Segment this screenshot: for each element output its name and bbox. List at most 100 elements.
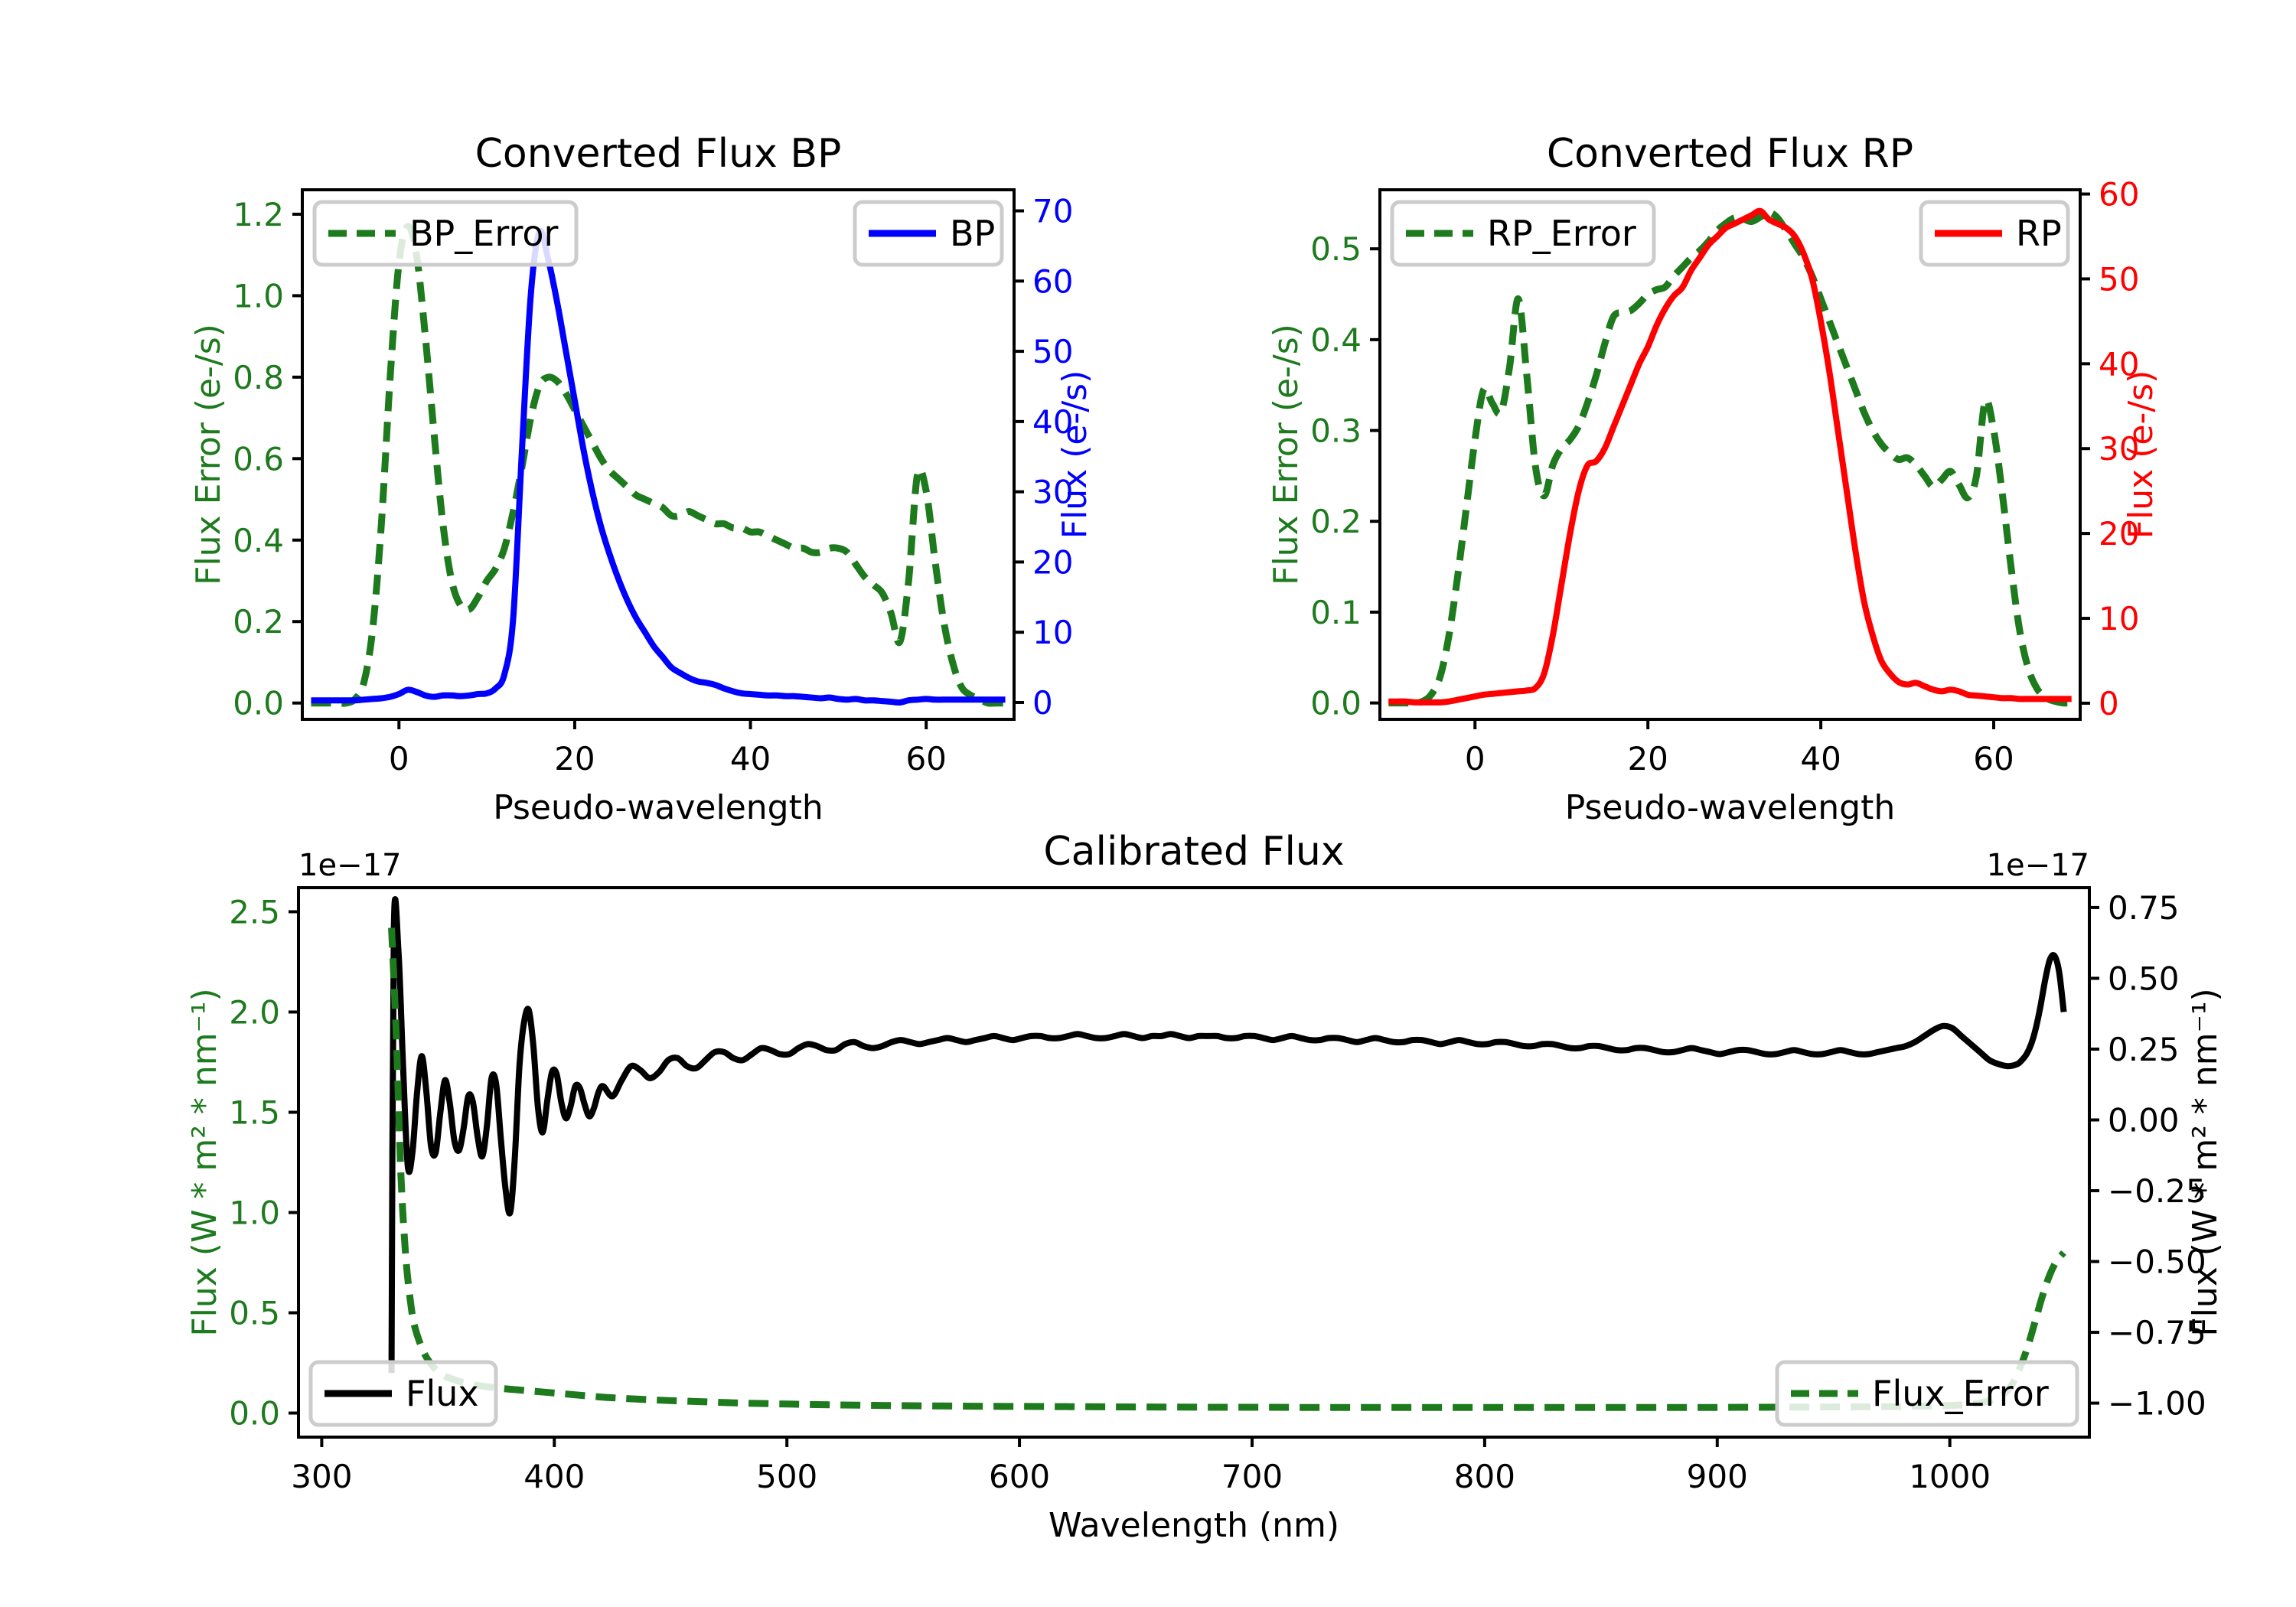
y-tick-label-right: 50: [2099, 260, 2139, 298]
series-Flux: [388, 896, 2067, 1374]
x-tick-label: 800: [1454, 1458, 1515, 1495]
y-tick-label-right: 0.25: [2108, 1031, 2180, 1068]
legend-RP[interactable]: RP: [1919, 200, 2070, 267]
legend-label: Flux_Error: [1872, 1373, 2049, 1414]
axes-calibrated-flux: 300 400 500 600 700 800 900 1000 0.0 0.5 1.0 1.5 2.0…: [185, 829, 2225, 1545]
x-tick-label: 0: [389, 740, 409, 777]
plot-frame: [301, 188, 1016, 721]
legend-label: RP_Error: [1487, 213, 1636, 254]
y-tick-label-left: 1.0: [233, 277, 284, 315]
y-axis-label-left: Flux (W * m² * nm⁻¹): [185, 988, 224, 1336]
x-tick-label: 1000: [1909, 1458, 1991, 1495]
chart-title: Converted Flux BP: [475, 131, 842, 177]
y-tick-label-right: 70: [1032, 193, 1073, 230]
y-tick-label-left: 0.1: [1310, 594, 1362, 631]
x-tick-label: 40: [1800, 740, 1841, 777]
y-tick-label-left: 1.5: [229, 1094, 280, 1131]
y-tick-label-left: 2.5: [229, 893, 280, 931]
legend-box: [312, 200, 579, 267]
legend-Flux[interactable]: Flux: [308, 1360, 498, 1427]
plot-frame: [1378, 188, 2082, 721]
y-tick-label-left: 0.0: [1310, 685, 1362, 722]
y-tick-label-right: −1.00: [2108, 1385, 2206, 1423]
series-RP: [1388, 207, 2072, 706]
y-tick-label-right: 10: [2099, 600, 2139, 637]
legend-label: Flux: [406, 1373, 479, 1414]
x-tick-label: 20: [1627, 740, 1668, 777]
legend-box: [1775, 1360, 2079, 1427]
x-tick-label: 600: [989, 1458, 1050, 1495]
y-tick-label-left: 0.8: [233, 359, 284, 396]
y-axis-label-right: Flux (e-/s): [2122, 370, 2161, 539]
y-tick-label-left: 0.5: [229, 1295, 280, 1332]
legend-Flux_Error[interactable]: Flux_Error: [1775, 1360, 2079, 1427]
y-tick-label-right: 0.75: [2108, 889, 2180, 927]
y-axis-label-right: Flux (e-/s): [1055, 370, 1094, 539]
y-tick-label-left: 0.2: [1310, 503, 1362, 540]
y-tick-label-left: 0.4: [233, 522, 284, 559]
y-tick-label-left: 0.3: [1310, 412, 1362, 450]
y-tick-label-right: 10: [1032, 614, 1073, 651]
y-tick-label-right: −0.75: [2108, 1314, 2206, 1351]
y-axis-label-right: Flux (W * m² * nm⁻¹): [2186, 988, 2225, 1336]
legend-label: BP: [950, 213, 995, 254]
y-tick-label-left: 0.0: [233, 685, 284, 722]
y-tick-label-right: −0.25: [2108, 1172, 2206, 1210]
legend-label: RP: [2016, 213, 2062, 254]
y-tick-label-right: 40: [1032, 403, 1073, 441]
series-RP_Error: [1388, 209, 2072, 707]
legend-BP_Error[interactable]: BP_Error: [312, 200, 579, 267]
x-tick-label: 700: [1221, 1458, 1283, 1495]
y-tick-label-left: 1.2: [233, 196, 284, 233]
x-axis-label: Pseudo-wavelength: [493, 788, 823, 827]
y-offset-label-right: 1e−17: [1987, 848, 2089, 883]
series-BP: [311, 227, 1006, 706]
y-tick-label-right: 30: [2099, 430, 2139, 468]
x-tick-label: 20: [554, 740, 595, 777]
y-tick-label-left: 0.4: [1310, 321, 1362, 359]
y-offset-label-left: 1e−17: [298, 848, 401, 883]
y-tick-label-right: 60: [2099, 176, 2139, 214]
plot-frame: [297, 886, 2091, 1439]
data-layer: [311, 223, 1006, 707]
x-axis-label: Wavelength (nm): [1049, 1506, 1339, 1545]
y-tick-label-right: −0.50: [2108, 1244, 2206, 1281]
y-tick-label-right: 40: [2099, 345, 2139, 383]
chart-title: Converted Flux RP: [1547, 131, 1913, 177]
y-tick-label-right: 30: [1032, 474, 1073, 511]
y-tick-label-left: 0.0: [229, 1395, 280, 1433]
data-layer: [388, 896, 2067, 1411]
y-tick-label-right: 60: [1032, 262, 1073, 300]
y-tick-label-right: 0: [2099, 685, 2119, 722]
y-tick-label-left: 0.6: [233, 440, 284, 478]
y-axis-label-left: Flux Error (e-/s): [189, 324, 228, 585]
legend-BP[interactable]: BP: [853, 200, 1004, 267]
y-tick-label-right: 0.00: [2108, 1101, 2180, 1139]
x-axis-label: Pseudo-wavelength: [1565, 788, 1896, 827]
y-tick-label-right: 20: [1032, 543, 1073, 581]
x-tick-label: 40: [730, 740, 771, 777]
legend-label: BP_Error: [409, 213, 559, 254]
x-tick-label: 400: [523, 1458, 585, 1495]
x-tick-label: 60: [905, 740, 946, 777]
x-tick-label: 500: [756, 1458, 817, 1495]
y-tick-label-right: 0: [1032, 684, 1053, 722]
y-axis-label-left: Flux Error (e-/s): [1267, 324, 1306, 585]
legend-box: [308, 1360, 498, 1427]
series-BP_Error: [311, 223, 1006, 707]
series-Flux_Error: [388, 927, 2066, 1411]
y-tick-label-right: 0.50: [2108, 960, 2180, 997]
axes-converted-flux-bp: 0 20 40 60 0.0 0.2 0.4 0.6 0.8 1.0 1.2 0 10 20 30 40 50 6…: [189, 131, 1094, 827]
y-tick-label-right: 20: [2099, 515, 2139, 553]
x-tick-label: 300: [291, 1458, 352, 1495]
y-tick-label-left: 0.2: [233, 603, 284, 641]
y-tick-label-right: 50: [1032, 333, 1073, 370]
axes-converted-flux-rp: 0 20 40 60 0.0 0.1 0.2 0.3 0.4 0.5 0 10 20 30 40 50 60 Co…: [1267, 131, 2161, 827]
legend-RP_Error[interactable]: RP_Error: [1390, 200, 1656, 267]
y-tick-label-left: 0.5: [1310, 230, 1362, 268]
chart-title: Calibrated Flux: [1043, 829, 1344, 875]
x-tick-label: 0: [1465, 740, 1486, 777]
x-tick-label: 60: [1973, 740, 2014, 777]
